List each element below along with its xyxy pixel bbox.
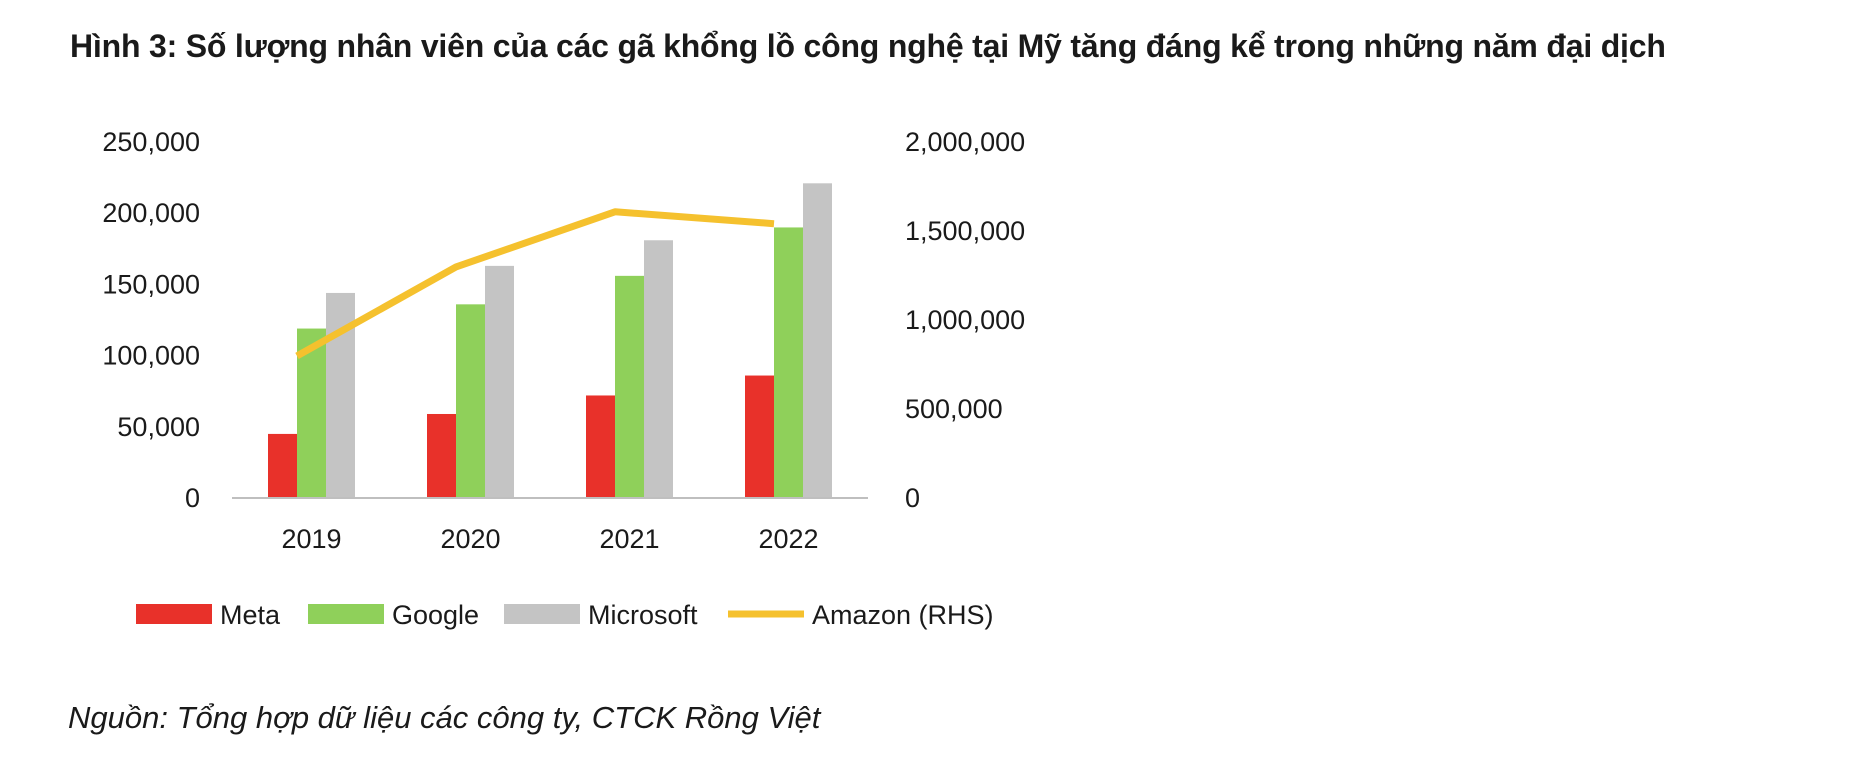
x-axis-labels: 2019 2020 2021 2022 [281,524,818,554]
bar-microsoft-2021 [644,240,673,499]
right-tick-label: 500,000 [905,394,1003,424]
x-tick-label: 2019 [281,524,341,554]
bar-microsoft-2022 [803,183,832,498]
bar-google-2020 [456,304,485,498]
legend-swatch-microsoft [504,604,580,624]
bar-meta-2020 [427,413,456,498]
right-tick-label: 2,000,000 [905,127,1025,157]
left-tick-label: 100,000 [102,341,200,371]
line-amazon-rhs- [295,208,775,360]
bars [268,183,832,499]
bar-meta-2021 [586,395,615,498]
amazon-line-series [295,208,775,360]
left-axis-labels: 0 50,000 100,000 150,000 200,000 250,000 [102,127,200,513]
legend-swatch-google [308,604,384,624]
chart: 0 50,000 100,000 150,000 200,000 250,000 0 500… [102,127,1025,630]
legend-label-amazon-rhs-: Amazon (RHS) [812,600,994,630]
right-tick-label: 0 [905,483,920,513]
left-tick-label: 250,000 [102,127,200,157]
right-axis-labels: 0 500,000 1,000,000 1,500,000 2,000,000 [905,127,1025,513]
legend: Meta Google Microsoft Amazon (RHS) [136,600,994,630]
bar-meta-2022 [745,375,774,498]
bar-microsoft-2020 [485,265,514,498]
right-tick-label: 1,500,000 [905,216,1025,246]
left-tick-label: 150,000 [102,269,200,299]
right-tick-label: 1,000,000 [905,305,1025,335]
bar-meta-2019 [268,433,297,498]
x-tick-label: 2020 [440,524,500,554]
left-tick-label: 0 [185,483,200,513]
legend-label-google: Google [392,600,479,630]
source-note: Nguồn: Tổng hợp dữ liệu các công ty, CTC… [68,700,821,735]
legend-label-meta: Meta [220,600,281,630]
left-tick-label: 50,000 [117,412,200,442]
bar-google-2021 [615,275,644,498]
left-tick-label: 200,000 [102,198,200,228]
legend-label-microsoft: Microsoft [588,600,698,630]
legend-swatch-meta [136,604,212,624]
x-tick-label: 2021 [599,524,659,554]
chart-title: Hình 3: Số lượng nhân viên của các gã kh… [70,28,1666,64]
x-tick-label: 2022 [758,524,818,554]
bar-google-2022 [774,227,803,498]
